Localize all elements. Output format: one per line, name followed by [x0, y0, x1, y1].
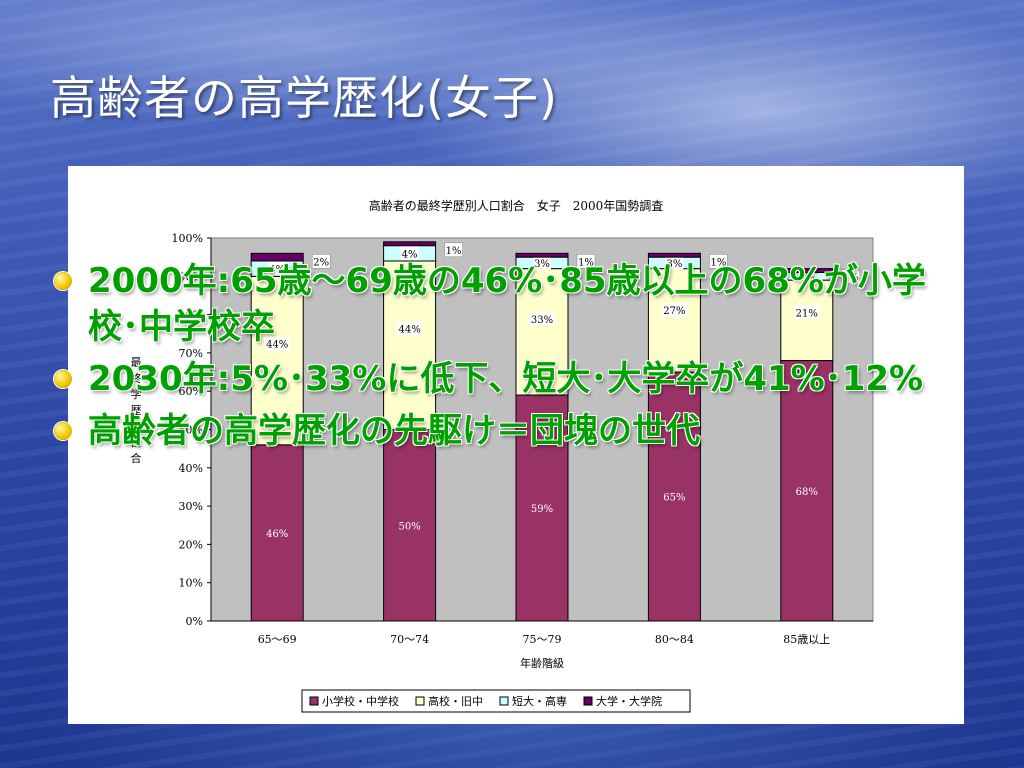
data-label-box	[397, 321, 423, 336]
data-label-box	[665, 255, 684, 270]
data-label-box	[400, 246, 419, 261]
legend-swatch	[309, 696, 319, 706]
x-tick-label: 85歳以上	[783, 633, 830, 646]
bullet-item: 2030年:5%･33%に低下、短大･大学卒が41%･12%	[50, 356, 950, 402]
legend-box	[301, 689, 691, 713]
data-label-box	[794, 305, 820, 320]
bullet-list: 2000年:65歳～69歳の46%･85歳以上の68%が小学校･中学校卒 203…	[50, 258, 950, 460]
data-label-box	[529, 312, 555, 327]
data-label: 46%	[266, 529, 288, 540]
bar-segment	[250, 252, 304, 262]
data-label: 3%	[534, 259, 550, 270]
data-label: 65%	[663, 493, 685, 504]
x-tick-label: 65～69	[258, 633, 297, 646]
data-label: 4%	[402, 249, 418, 260]
legend-label: 高校・旧中	[428, 694, 483, 708]
legend-label: 短大・高専	[512, 694, 567, 708]
y-tick-label: 40%	[179, 462, 203, 475]
y-tick-label: 100%	[172, 232, 203, 245]
bar-segment	[250, 444, 304, 622]
x-axis-label: 年齢階級	[520, 656, 564, 670]
data-label: 1%	[843, 273, 859, 284]
y-tick-label: 70%	[179, 347, 203, 360]
data-label-box	[709, 254, 728, 269]
y-axis-label: 最終学歴別割合	[131, 356, 142, 465]
data-label: 21%	[796, 308, 818, 319]
data-label: 4%	[269, 265, 285, 276]
data-label: 2%	[313, 257, 329, 268]
x-tick-label: 75～79	[523, 633, 562, 646]
bar-segment	[383, 241, 437, 247]
y-tick-label: 60%	[179, 385, 203, 398]
chart-panel: 高齢者の最終学歴別人口割合 女子 2000年国勢調査 0% 10% 20% 30% 40%…	[68, 166, 964, 724]
bar-segment	[647, 268, 701, 373]
data-label-box	[533, 255, 551, 270]
bullet-dot-icon	[54, 370, 72, 388]
bullet-item: 2000年:65歳～69歳の46%･85歳以上の68%が小学校･中学校卒	[50, 258, 950, 350]
data-label: 3%	[666, 259, 682, 270]
data-label: 2%	[799, 272, 815, 283]
bar-segment	[515, 252, 569, 258]
y-tick-label: 80%	[179, 309, 203, 322]
x-tick-label: 80～84	[655, 633, 694, 646]
bullet-item: 高齢者の高学歴化の先駆け＝団塊の世代	[50, 408, 950, 454]
data-label: 33%	[531, 315, 553, 326]
stacked-bar-chart: 高齢者の最終学歴別人口割合 女子 2000年国勢調査 0% 10% 20% 30% 40%…	[131, 198, 874, 713]
x-tick-label: 70～74	[390, 633, 429, 646]
y-tick-label: 50%	[179, 424, 203, 437]
y-tick-label: 0%	[186, 615, 203, 628]
data-label-box	[268, 261, 287, 276]
bullet-dot-icon	[54, 272, 72, 290]
y-tick-label: 90%	[179, 270, 203, 283]
legend-swatch	[415, 696, 425, 706]
data-label: 44%	[398, 324, 420, 335]
bullet-text: 高齢者の高学歴化の先駆け＝団塊の世代	[88, 411, 700, 451]
data-label: 44%	[266, 340, 288, 351]
data-label-box	[661, 303, 687, 318]
bar-segment	[780, 279, 834, 362]
data-label-box	[841, 269, 861, 284]
bar-segment	[250, 275, 304, 446]
data-label: 50%	[398, 521, 420, 532]
bullet-text: 2000年:65歳～69歳の46%･85歳以上の68%が小学校･中学校卒	[88, 261, 926, 347]
bar-segment	[647, 371, 701, 622]
legend-label: 小学校・中学校	[322, 694, 399, 708]
legend-swatch	[499, 696, 509, 706]
data-label-box	[311, 254, 331, 269]
data-label-box	[444, 242, 463, 258]
bullet-text: 2030年:5%･33%に低下、短大･大学卒が41%･12%	[88, 359, 924, 399]
legend-swatch	[583, 696, 593, 706]
y-tick-label: 10%	[179, 577, 203, 590]
data-label-box	[576, 254, 596, 269]
data-label: 59%	[531, 504, 553, 515]
data-label: 68%	[796, 487, 818, 498]
y-tick-label: 20%	[179, 538, 203, 551]
bar-segment	[383, 260, 437, 431]
data-label: 27%	[663, 306, 685, 317]
bar-segment	[647, 252, 701, 258]
bar-segment	[515, 268, 569, 396]
legend-label: 大学・大学院	[596, 694, 662, 708]
bar-segment	[383, 429, 437, 622]
chart-title: 高齢者の最終学歴別人口割合 女子 2000年国勢調査	[369, 198, 664, 213]
data-label: 1%	[578, 257, 594, 268]
data-label-box	[264, 336, 290, 351]
slide-title: 高齢者の高学歴化(女子)	[50, 71, 558, 125]
bar-segment	[780, 360, 834, 622]
data-label: 1%	[710, 257, 726, 268]
bullet-dot-icon	[54, 422, 72, 440]
bar-segment	[780, 268, 834, 273]
data-label: 1%	[446, 246, 462, 257]
y-tick-label: 30%	[179, 500, 203, 513]
